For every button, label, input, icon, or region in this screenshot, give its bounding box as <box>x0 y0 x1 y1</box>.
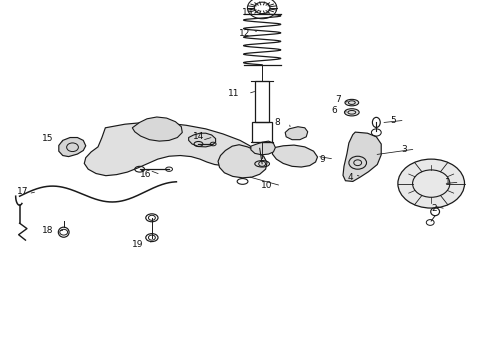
Text: 19: 19 <box>132 240 143 249</box>
Text: 6: 6 <box>331 106 337 115</box>
Text: 2: 2 <box>432 204 437 213</box>
Text: 15: 15 <box>43 134 54 143</box>
Polygon shape <box>84 122 254 176</box>
Circle shape <box>398 159 465 208</box>
Polygon shape <box>251 141 275 155</box>
Text: 17: 17 <box>17 187 28 196</box>
Polygon shape <box>285 127 308 140</box>
Text: 10: 10 <box>261 181 272 190</box>
Polygon shape <box>218 145 267 178</box>
Text: 8: 8 <box>274 118 280 127</box>
Polygon shape <box>132 117 182 141</box>
Polygon shape <box>343 132 381 181</box>
Polygon shape <box>189 133 216 147</box>
Ellipse shape <box>344 109 359 116</box>
Text: 16: 16 <box>141 170 152 179</box>
Polygon shape <box>272 145 318 167</box>
Polygon shape <box>59 138 86 157</box>
Text: 4: 4 <box>347 173 353 181</box>
Text: 12: 12 <box>239 29 250 37</box>
Bar <box>255 81 269 122</box>
Ellipse shape <box>345 99 359 106</box>
Text: 1: 1 <box>445 177 451 186</box>
Text: 14: 14 <box>194 132 205 141</box>
Text: 7: 7 <box>335 95 341 104</box>
Text: 5: 5 <box>390 116 396 125</box>
Bar <box>252 122 272 142</box>
Text: 18: 18 <box>43 226 54 235</box>
Text: 3: 3 <box>401 145 407 153</box>
Text: 13: 13 <box>243 9 254 18</box>
Text: 9: 9 <box>319 154 325 163</box>
Text: 11: 11 <box>228 89 239 98</box>
